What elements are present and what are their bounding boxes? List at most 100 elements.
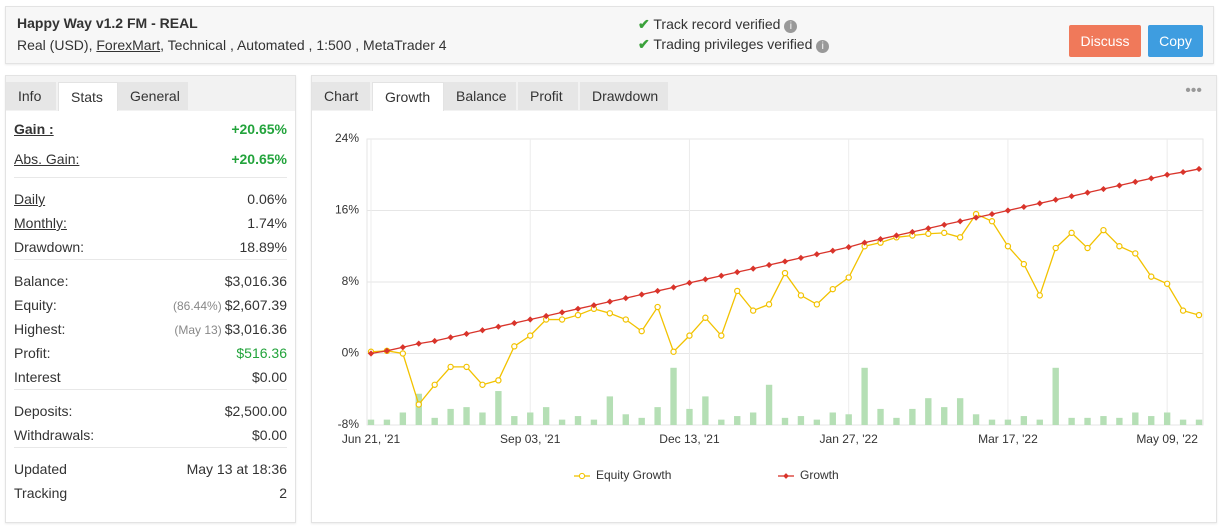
point [686,332,693,339]
bar [1084,417,1091,425]
bar [542,407,550,425]
bar [781,417,789,425]
point [1052,196,1059,203]
stat-label: Equity: [14,297,57,313]
stat-value-text: 18.89% [239,239,287,255]
point [399,350,407,357]
point [813,251,820,258]
header: Happy Way v1.2 FM - REAL Real (USD), For… [5,6,1214,64]
stat-label: Tracking [14,485,68,501]
point [1164,171,1171,178]
stat-label: Monthly: [14,215,67,231]
stat-value-text: $3,016.36 [224,321,287,337]
point [734,287,741,295]
tab[interactable]: Balance [444,82,516,110]
point [399,344,406,351]
stat-label: Daily [14,191,46,207]
tab[interactable]: Info [6,82,56,110]
point [1020,203,1027,211]
tab[interactable]: Profit [518,82,578,110]
bar [956,398,964,425]
x-tick-label: Jun 21, '21 [342,432,401,446]
stat-value: $516.36 [236,342,287,364]
point [1195,311,1203,319]
bar [479,412,486,425]
verified-text: Trading privileges verified [653,36,813,52]
point [813,301,821,308]
point [463,363,470,371]
bar [606,396,614,425]
menu-icon[interactable]: ••• [1185,82,1202,99]
title: Happy Way v1.2 FM - REAL [17,15,198,31]
point [718,332,725,339]
bar [654,407,661,425]
tab[interactable]: General [118,82,188,110]
point [1036,200,1043,207]
tab[interactable]: Growth [372,82,444,111]
point [431,337,438,345]
tab[interactable]: Chart [312,82,370,110]
stat-value-text: $2,500.00 [224,403,287,419]
bar [893,417,900,425]
point [654,287,661,295]
tab[interactable]: Stats [58,82,118,111]
point [622,316,629,323]
stat-value: +20.65% [231,148,287,170]
bar [399,412,407,425]
tab[interactable]: Drawdown [580,82,668,110]
stat-value-text: $0.00 [251,369,287,385]
stat-value: $2,500.00 [225,400,287,422]
point [447,334,454,341]
point [527,332,534,339]
stat-value: $3,016.36 [225,270,287,292]
subtitle: Real (USD), ForexMart, Technical , Autom… [17,37,447,53]
point [1132,178,1139,186]
bar [367,419,375,425]
bar [1163,412,1171,425]
legend-label: Equity Growth [596,468,671,482]
bar [1004,419,1012,425]
bar [734,416,741,425]
point [829,285,836,293]
discuss-button[interactable]: Discuss [1069,25,1141,57]
stat-row: Abs. Gain: +20.65% [14,148,287,170]
bar [415,393,422,425]
verified-1: ✔ Track record verified i [638,16,798,33]
point [1004,243,1012,250]
stat-value: May 13 at 18:36 [187,458,287,480]
point [606,310,614,317]
stat-value-text: $2,607.39 [224,297,287,313]
stat-row: Gain : +20.65% [14,118,287,140]
separator [14,259,287,260]
point [925,230,932,237]
stat-value-text: $0.00 [251,427,287,443]
bar [877,408,884,425]
point [654,303,661,311]
stat-note: (86.44%) [173,299,222,313]
point [734,269,741,276]
stats-panel: Info Stats General Gain : +20.65% Abs. Gain: +… [5,75,296,523]
point [558,316,566,323]
x-tick-label: Jan 27, '22 [820,432,879,446]
stat-row: Equity: (86.44%) $2,607.39 [14,294,287,316]
bar [1179,419,1187,425]
point [367,350,375,357]
y-tick-label: 24% [335,131,359,145]
point [1052,244,1059,252]
stat-row: Interest $0.00 [14,366,287,388]
point [988,218,996,225]
stat-value: (May 13) $3,016.36 [174,318,287,341]
point [750,265,757,272]
stat-row: Highest: (May 13) $3,016.36 [14,318,287,340]
bar [718,419,725,425]
point [511,343,518,350]
y-tick-label: 0% [342,346,360,360]
copy-button[interactable]: Copy [1148,25,1203,57]
stat-row: Daily 0.06% [14,188,287,210]
stat-label: Balance: [14,273,69,289]
broker-link[interactable]: ForexMart [96,37,161,53]
point [845,274,852,281]
stat-value: 18.89% [240,236,287,258]
bar [431,417,438,425]
stat-row: Deposits: $2,500.00 [14,400,287,422]
